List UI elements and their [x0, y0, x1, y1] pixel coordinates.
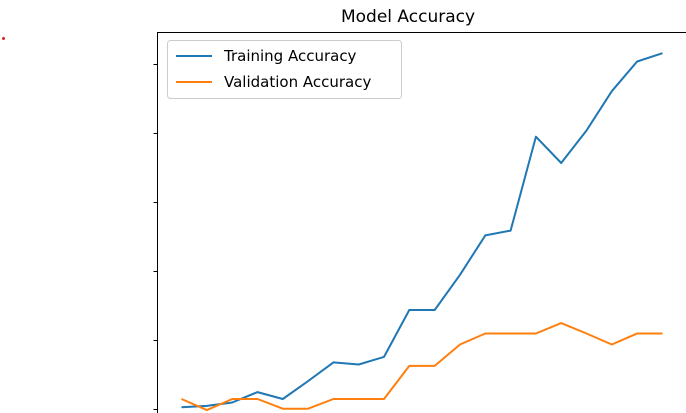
stray-marker-dot: [2, 37, 5, 40]
series-line-validation: [181, 322, 663, 412]
legend: Training Accuracy Validation Accuracy: [167, 40, 402, 99]
plot-frame: [157, 32, 686, 413]
chart-title: Model Accuracy: [341, 7, 475, 27]
legend-box: [167, 40, 402, 99]
y-axis-ticks: [153, 64, 158, 410]
series-line-training: [181, 52, 663, 409]
series-lines: [181, 52, 663, 412]
legend-label-validation: Validation Accuracy: [224, 73, 371, 91]
legend-label-training: Training Accuracy: [223, 47, 357, 65]
